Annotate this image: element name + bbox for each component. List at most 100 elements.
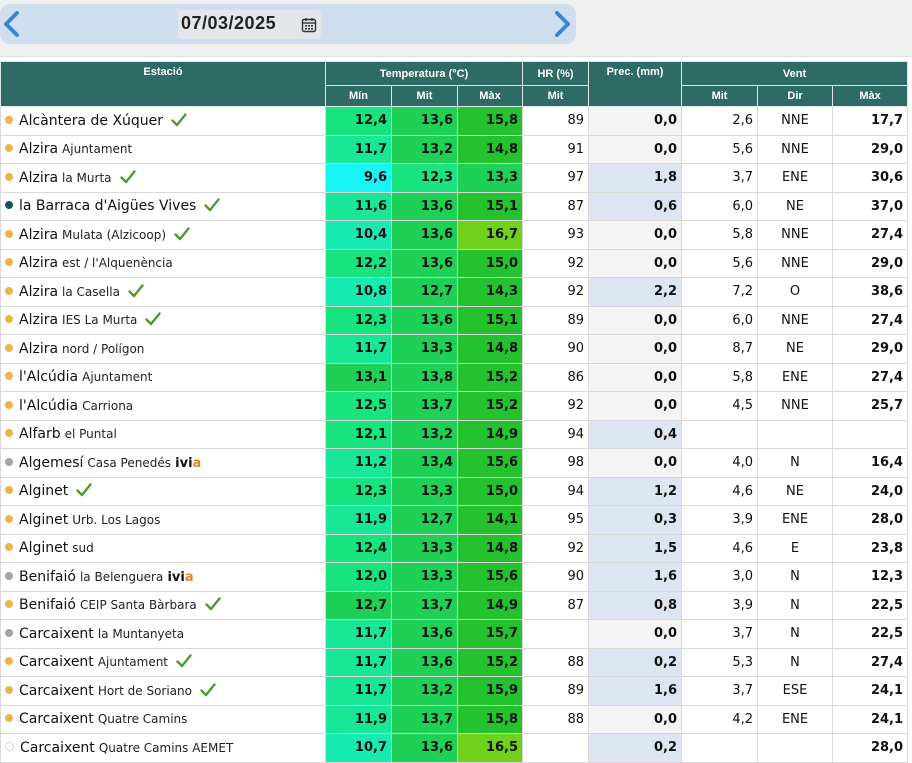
header-precipitation[interactable]: Prec. (mm) (588, 61, 683, 107)
station-name[interactable]: Carcaixent (19, 711, 94, 728)
station-cell[interactable]: Carcaixent la Muntanyeta (0, 619, 326, 649)
station-location[interactable]: el Puntal (64, 427, 117, 442)
station-location[interactable]: Carriona (82, 398, 134, 413)
header-temp-max[interactable]: Màx (456, 85, 524, 107)
station-name[interactable]: Alzira (19, 283, 59, 300)
station-location[interactable]: Urb. Los Lagos (72, 512, 161, 527)
station-name[interactable]: Alginet (19, 540, 69, 557)
station-location[interactable]: Mulata (Alzicoop) (62, 227, 167, 242)
station-location[interactable]: Hort de Soriano (97, 683, 192, 698)
station-cell[interactable]: l'Alcúdia Ajuntament (0, 362, 326, 392)
table-row[interactable]: Alfarb el Puntal 12,1 13,2 14,9 94 0,4 (0, 419, 909, 449)
header-wind-mit[interactable]: Mit (681, 85, 759, 107)
station-location[interactable]: est / l'Alquenència (62, 256, 173, 271)
table-row[interactable]: Alzira nord / Polígon 11,7 13,3 14,8 90 0,0 8,7… (0, 334, 909, 364)
header-wind-dir[interactable]: Dir (757, 85, 834, 107)
station-location[interactable]: IES La Murta (62, 313, 138, 328)
table-row[interactable]: Carcaixent Ajuntament 11,7 13,6 15,2 88 0,2 5,3… (0, 647, 909, 677)
station-cell[interactable]: Algemesí Casa Penedés ivia (0, 448, 326, 478)
station-name[interactable]: Alginet (19, 483, 69, 500)
table-row[interactable]: Benifaió CEIP Santa Bàrbara 12,7 13,7 14,9 87… (0, 590, 909, 620)
table-row[interactable]: Alcàntera de Xúquer 12,4 13,6 15,8 89 0,0 2,6 N… (0, 106, 909, 136)
station-cell[interactable]: Alginet (0, 476, 326, 506)
table-row[interactable]: l'Alcúdia Ajuntament 13,1 13,8 15,2 86 0,0 5,8 E… (0, 362, 909, 392)
table-row[interactable]: Alzira est / l'Alquenència 12,2 13,6 15,0 92 0… (0, 248, 909, 278)
table-row[interactable]: Alzira la Murta 9,6 12,3 13,3 97 1,8 3,7 ENE 30,6 (0, 163, 909, 193)
station-name[interactable]: Algemesí (19, 454, 84, 471)
station-location[interactable]: nord / Polígon (62, 341, 145, 356)
station-cell[interactable]: Alcàntera de Xúquer (0, 106, 326, 136)
station-cell[interactable]: Alzira la Casella (0, 277, 326, 307)
station-cell[interactable]: Benifaió la Belenguera ivia (0, 562, 326, 592)
station-location[interactable]: la Belenguera (79, 569, 164, 584)
station-name[interactable]: Alzira (19, 255, 59, 272)
station-cell[interactable]: Alzira Mulata (Alzicoop) (0, 220, 326, 250)
chevron-left-icon[interactable] (0, 10, 24, 38)
station-cell[interactable]: Alzira est / l'Alquenència (0, 248, 326, 278)
station-name[interactable]: Alfarb (19, 426, 61, 443)
station-cell[interactable]: Alzira Ajuntament (0, 134, 326, 164)
station-cell[interactable]: Carcaixent Ajuntament (0, 647, 326, 677)
station-location[interactable]: la Muntanyeta (97, 626, 185, 641)
station-cell[interactable]: Carcaixent Hort de Soriano (0, 676, 326, 706)
station-cell[interactable]: Alzira IES La Murta (0, 305, 326, 335)
table-row[interactable]: Alzira IES La Murta 12,3 13,6 15,1 89 0,0 6,0 NN… (0, 305, 909, 335)
table-row[interactable]: Algemesí Casa Penedés ivia 11,2 13,4 15,6 98 0… (0, 448, 909, 478)
station-name[interactable]: l'Alcúdia (19, 397, 79, 414)
station-name[interactable]: Alzira (19, 340, 59, 357)
station-location[interactable]: sud (72, 541, 94, 556)
station-cell[interactable]: Alginet sud (0, 533, 326, 563)
station-name[interactable]: Alcàntera de Xúquer (19, 112, 164, 129)
table-row[interactable]: Alginet Urb. Los Lagos 11,9 12,7 14,1 95 0,3 3,… (0, 505, 909, 535)
station-name[interactable]: l'Alcúdia (19, 369, 79, 386)
station-location[interactable]: Casa Penedés (87, 455, 171, 470)
station-location[interactable]: la Murta (62, 170, 112, 185)
station-cell[interactable]: Alfarb el Puntal (0, 419, 326, 449)
header-hr-mit[interactable]: Mit (522, 85, 590, 107)
station-location[interactable]: Ajuntament (82, 370, 153, 385)
table-row[interactable]: Carcaixent la Muntanyeta 11,7 13,6 15,7 0,0 3,… (0, 619, 909, 649)
station-name[interactable]: Benifaió (19, 597, 76, 614)
station-name[interactable]: Carcaixent (19, 682, 94, 699)
station-location[interactable]: Quatre Camins (97, 712, 188, 727)
station-location[interactable]: Ajuntament (97, 655, 169, 670)
station-cell[interactable]: Alginet Urb. Los Lagos (0, 505, 326, 535)
station-cell[interactable]: Alzira nord / Polígon (0, 334, 326, 364)
station-location[interactable]: CEIP Santa Bàrbara (79, 598, 197, 613)
station-location[interactable]: Quatre Camins AEMET (98, 740, 234, 755)
station-name[interactable]: Alzira (19, 312, 59, 329)
table-row[interactable]: Carcaixent Quatre Camins 11,9 13,7 15,8 88 0,0… (0, 704, 909, 734)
header-temp-min[interactable]: Mín (325, 85, 392, 107)
station-name[interactable]: Carcaixent (20, 739, 95, 756)
table-row[interactable]: Alzira la Casella 10,8 12,7 14,3 92 2,2 7,2 O 38,… (0, 277, 909, 307)
station-cell[interactable]: l'Alcúdia Carriona (0, 391, 326, 421)
station-location[interactable]: la Casella (62, 284, 120, 299)
station-name[interactable]: la Barraca d'Aigües Vives (19, 198, 197, 215)
station-name[interactable]: Alginet (19, 511, 69, 528)
header-station[interactable]: Estació (0, 61, 326, 107)
table-row[interactable]: Alginet 12,3 13,3 15,0 94 1,2 4,6 NE 24,0 (0, 476, 909, 506)
station-name[interactable]: Alzira (19, 141, 59, 158)
table-row[interactable]: la Barraca d'Aigües Vives 11,6 13,6 15,1 87 0… (0, 191, 909, 221)
table-row[interactable]: Carcaixent Hort de Soriano 11,7 13,2 15,9 89 1… (0, 676, 909, 706)
station-cell[interactable]: Carcaixent Quatre Camins (0, 704, 326, 734)
table-row[interactable]: l'Alcúdia Carriona 12,5 13,7 15,2 92 0,0 4,5 NNE… (0, 391, 909, 421)
table-row[interactable]: Alzira Ajuntament 11,7 13,2 14,8 91 0,0 5,6 NNE 2… (0, 134, 909, 164)
station-cell[interactable]: Alzira la Murta (0, 163, 326, 193)
date-value[interactable]: 07/03/2025 (181, 13, 277, 33)
station-name[interactable]: Benifaió (19, 568, 76, 585)
station-name[interactable]: Alzira (19, 226, 59, 243)
station-cell[interactable]: Benifaió CEIP Santa Bàrbara (0, 590, 326, 620)
station-cell[interactable]: la Barraca d'Aigües Vives (0, 191, 326, 221)
station-name[interactable]: Carcaixent (19, 654, 94, 671)
station-name[interactable]: Alzira (19, 169, 59, 186)
table-row[interactable]: Alzira Mulata (Alzicoop) 10,4 13,6 16,7 93 0,0… (0, 220, 909, 250)
station-name[interactable]: Carcaixent (19, 625, 94, 642)
table-row[interactable]: Alginet sud 12,4 13,3 14,8 92 1,5 4,6 E 23,8 (0, 533, 909, 563)
header-temp-mit[interactable]: Mit (391, 85, 458, 107)
station-location[interactable]: Ajuntament (62, 142, 133, 157)
calendar-icon[interactable] (301, 17, 317, 33)
date-input[interactable]: 07/03/2025 (178, 10, 321, 39)
chevron-right-icon[interactable] (550, 10, 574, 38)
header-wind-max[interactable]: Màx (832, 85, 909, 107)
